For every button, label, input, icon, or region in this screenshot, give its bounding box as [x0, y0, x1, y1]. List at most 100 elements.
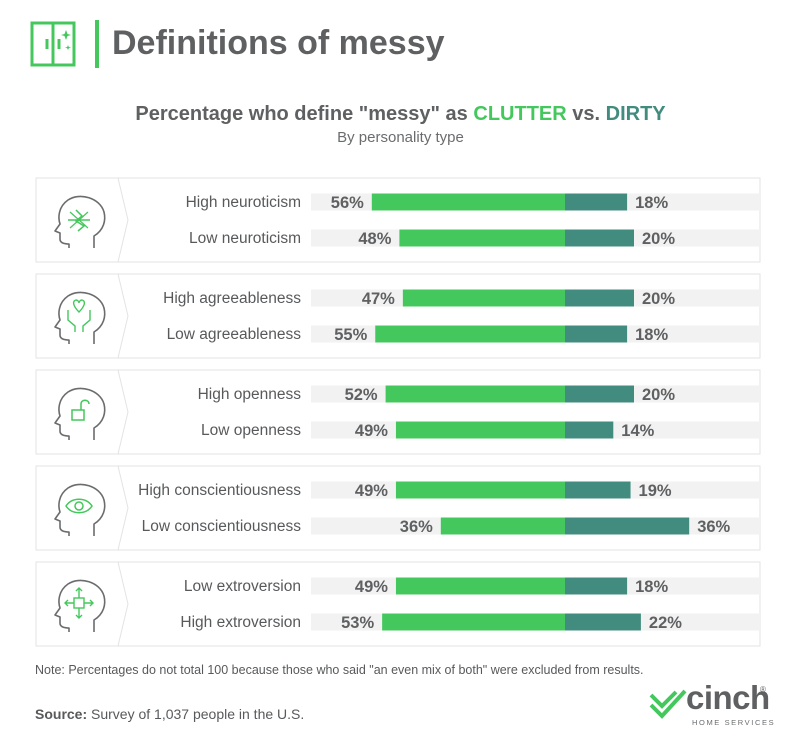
lock-shackle: [80, 399, 90, 410]
clutter-value-label: 49%: [355, 482, 388, 500]
head-arrows-icon: [54, 579, 106, 632]
panel-chevron: [117, 177, 129, 263]
row-label: High neuroticism: [186, 194, 301, 211]
group-panel: Low extroversion 49% 18% High extroversion 5…: [35, 561, 761, 647]
row-label: Low openness: [201, 422, 301, 439]
bar-dirty: [565, 577, 628, 595]
heart: [72, 299, 86, 313]
group-panel: High conscientiousness 49% 19% Low conscien…: [35, 465, 761, 551]
page-title: Definitions of messy: [112, 24, 445, 62]
chart: High neuroticism 56% 18% Low neuroticism 48%…: [35, 177, 761, 647]
dirty-value-label: 20%: [642, 290, 675, 308]
dirty-value-label: 22%: [649, 614, 682, 632]
head-outline: [54, 579, 106, 632]
logo-registered-mark: ®: [760, 685, 766, 694]
hands: [67, 310, 91, 332]
row-label: Low extroversion: [184, 578, 301, 595]
chart-title-clutter: CLUTTER: [473, 103, 567, 125]
row-label: Low conscientiousness: [142, 518, 302, 535]
dirty-value-label: 18%: [635, 578, 668, 596]
group-panel: High openness 52% 20% Low openness 49% 14%: [35, 369, 761, 455]
group-panel: High neuroticism 56% 18% Low neuroticism 48%…: [35, 177, 761, 263]
header-divider: [95, 20, 99, 68]
clutter-value-label: 48%: [358, 230, 391, 248]
dirty-value-label: 36%: [697, 518, 730, 536]
dirty-value-label: 20%: [642, 230, 675, 248]
panel-chevron: [117, 561, 129, 647]
chart-title-dirty: DIRTY: [605, 103, 666, 125]
cinch-check-icon: [649, 689, 687, 719]
head-outline: [54, 291, 106, 344]
head-outline: [54, 483, 106, 536]
head-outline: [54, 387, 106, 440]
clutter-value-label: 49%: [355, 578, 388, 596]
bar-clutter: [399, 229, 565, 247]
eye-outline: [65, 498, 93, 514]
chart-subtitle: By personality type: [337, 129, 464, 146]
group-panel: High agreeableness 47% 20% Low agreeablenes…: [35, 273, 761, 359]
bar-dirty: [565, 481, 631, 499]
bar-clutter: [395, 421, 565, 439]
bar-dirty: [565, 289, 634, 307]
clutter-value-label: 52%: [345, 386, 378, 404]
clutter-value-label: 36%: [400, 518, 433, 536]
clutter-value-label: 55%: [334, 326, 367, 344]
row-label: High conscientiousness: [138, 482, 301, 499]
head-lightning-icon: [54, 195, 106, 248]
source-line: Source: Survey of 1,037 people in the U.…: [35, 706, 304, 722]
bar-dirty: [565, 613, 641, 631]
logo-subtitle: HOME SERVICES: [692, 718, 776, 727]
dirty-value-label: 19%: [639, 482, 672, 500]
head-eye-icon: [54, 483, 106, 536]
cinch-logo: cinch ® HOME SERVICES: [648, 679, 774, 733]
panel-border: [35, 561, 761, 647]
panel-border: [35, 465, 761, 551]
logo-word: cinch: [686, 679, 770, 716]
panel-border: [35, 369, 761, 455]
bar-clutter: [440, 517, 565, 535]
bar-dirty: [565, 325, 628, 343]
source-label: Source:: [35, 706, 88, 722]
window-sparkle-icon: [30, 21, 76, 67]
source-text: Survey of 1,037 people in the U.S.: [87, 706, 305, 722]
bar-dirty: [565, 193, 628, 211]
arrows: [64, 587, 94, 619]
clutter-value-label: 47%: [362, 290, 395, 308]
panel-chevron: [117, 369, 129, 455]
bar-clutter: [385, 385, 565, 403]
lightning-bolt: [74, 209, 86, 232]
chart-title: Percentage who define "messy" as CLUTTER…: [0, 103, 801, 126]
row-label: High openness: [198, 386, 302, 403]
bar-clutter: [402, 289, 565, 307]
bar-clutter: [395, 481, 565, 499]
row-label: High agreeableness: [163, 290, 301, 307]
head-outline: [54, 195, 106, 248]
bar-clutter: [375, 325, 565, 343]
bar-dirty: [565, 385, 634, 403]
clutter-value-label: 56%: [331, 194, 364, 212]
chart-title-lead: Percentage who define "messy" as: [135, 103, 474, 125]
clutter-value-label: 49%: [355, 422, 388, 440]
head-hands-heart-icon: [54, 291, 106, 344]
dirty-value-label: 14%: [621, 422, 654, 440]
row-label: Low agreeableness: [167, 326, 302, 343]
panel-border: [35, 177, 761, 263]
dirty-value-label: 18%: [635, 194, 668, 212]
panel-chevron: [117, 273, 129, 359]
head-open-lock-icon: [54, 387, 106, 440]
dirty-value-label: 20%: [642, 386, 675, 404]
bar-clutter: [371, 193, 565, 211]
lightning-burst: [69, 211, 89, 229]
panel-border: [35, 273, 761, 359]
chart-title-mid: vs.: [566, 103, 606, 125]
bar-dirty: [565, 229, 634, 247]
row-label: High extroversion: [180, 614, 301, 631]
bar-dirty: [565, 421, 614, 439]
panel-chevron: [117, 465, 129, 551]
bar-clutter: [382, 613, 565, 631]
bar-dirty: [565, 517, 690, 535]
row-label: Low neuroticism: [189, 230, 301, 247]
footnote: Note: Percentages do not total 100 becau…: [35, 663, 644, 677]
clutter-value-label: 53%: [341, 614, 374, 632]
bar-clutter: [395, 577, 565, 595]
